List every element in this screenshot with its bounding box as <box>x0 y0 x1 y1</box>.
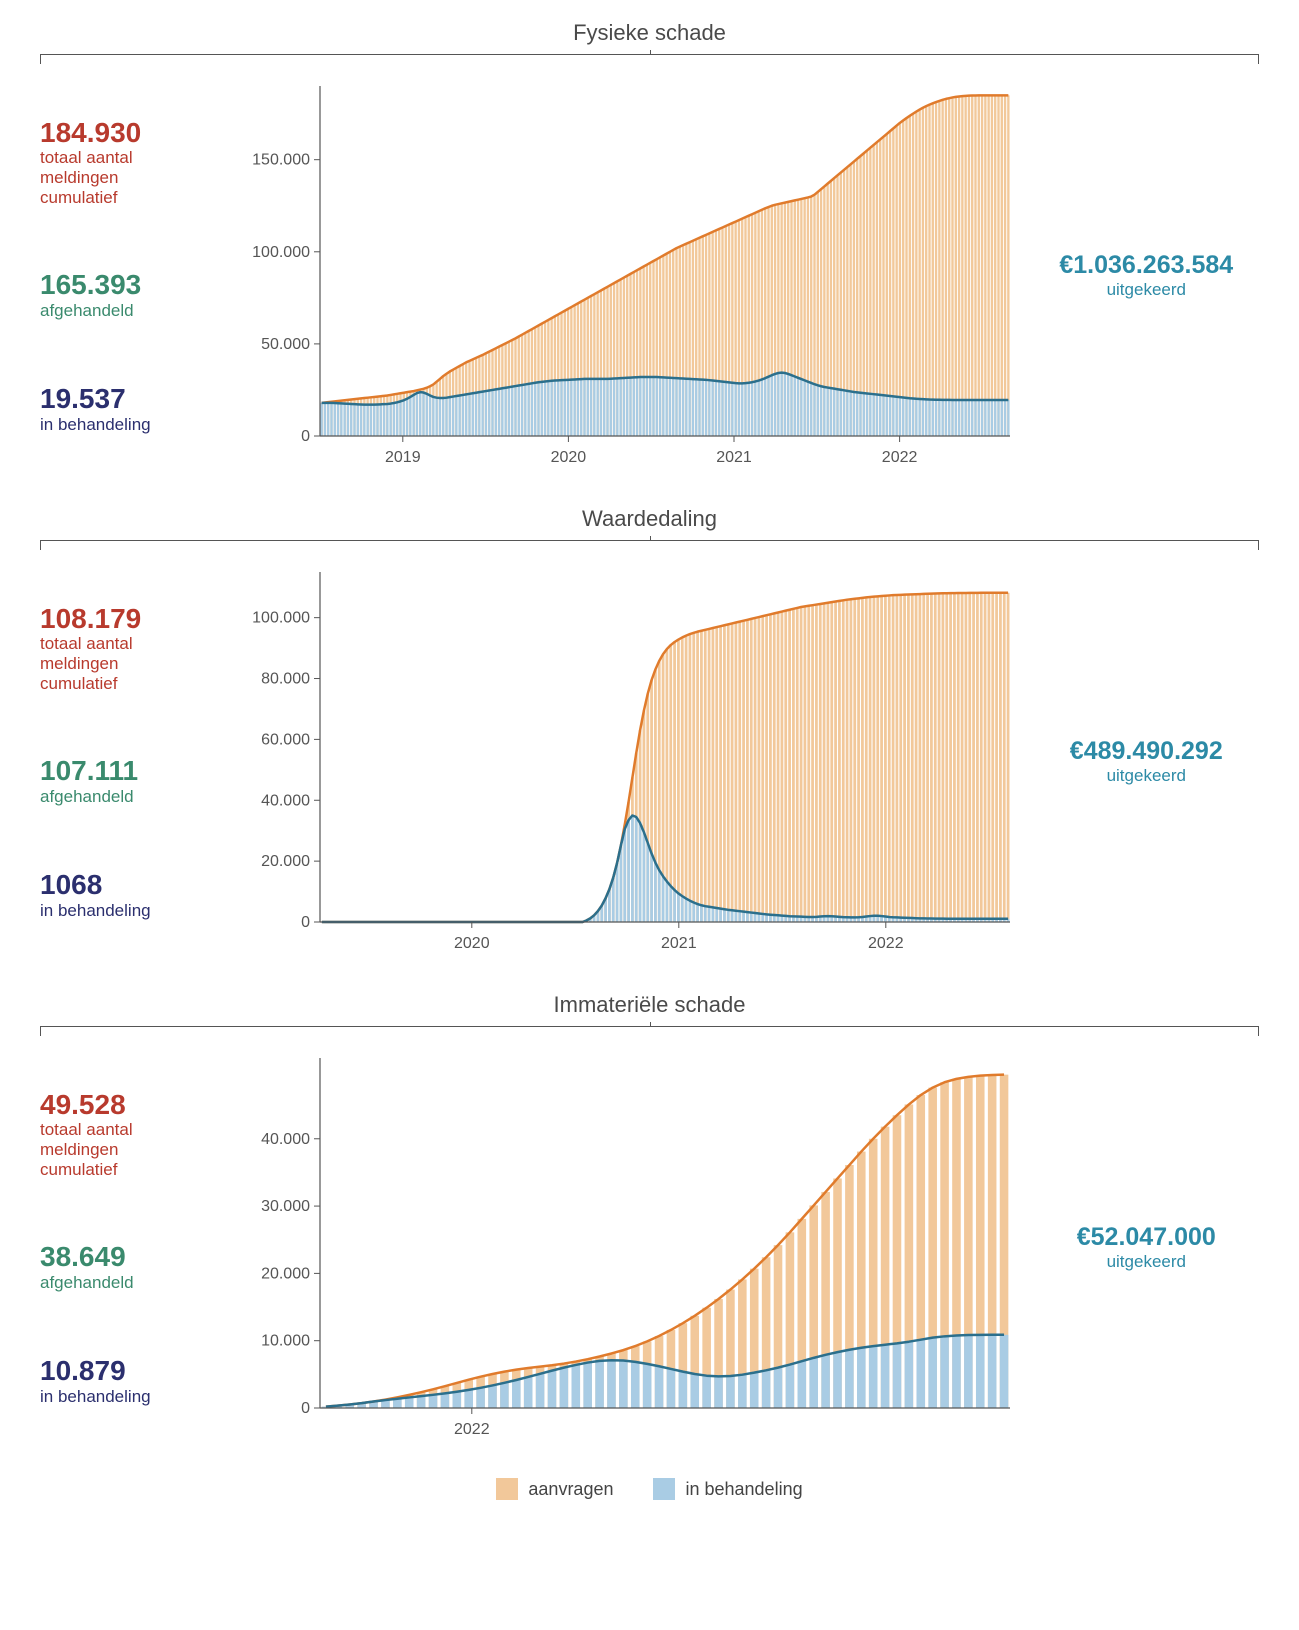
panel-body: 108.179totaal aantal meldingen cumulatie… <box>40 552 1259 972</box>
svg-text:2022: 2022 <box>881 449 917 466</box>
stat-totaal-value: 49.528 <box>40 1090 230 1121</box>
svg-text:0: 0 <box>301 428 310 445</box>
chart-fysiek: 0 50.000 100.000 150.000 2019 2020 2021 2022 <box>240 66 1020 486</box>
panel-waardedaling: Waardedaling 108.179totaal aantal melding… <box>40 506 1259 972</box>
legend-item-aanvragen: aanvragen <box>496 1478 613 1500</box>
chart-svg: 0 50.000 100.000 150.000 2019 2020 2021 2022 <box>240 66 1020 486</box>
svg-text:20.000: 20.000 <box>261 1265 310 1282</box>
stat-uitgekeerd-label: uitgekeerd <box>1034 280 1259 300</box>
stat-uitgekeerd: €489.490.292uitgekeerd <box>1020 738 1259 785</box>
stat-behandeling-label: in behandeling <box>40 415 230 435</box>
stat-afgehandeld: 165.393afgehandeld <box>40 270 230 320</box>
stat-afgehandeld: 107.111afgehandeld <box>40 756 230 806</box>
stat-uitgekeerd-value: €1.036.263.584 <box>1034 252 1259 280</box>
legend-label-aanvragen: aanvragen <box>528 1479 613 1500</box>
stat-afgehandeld-value: 107.111 <box>40 756 230 787</box>
stats-left: 184.930totaal aantal meldingen cumulatie… <box>40 86 240 466</box>
stat-totaal-value: 108.179 <box>40 604 230 635</box>
svg-text:2022: 2022 <box>454 1421 490 1438</box>
panel-title: Immateriële schade <box>40 992 1259 1018</box>
title-rule <box>40 54 1259 64</box>
stat-behandeling-value: 10.879 <box>40 1356 230 1387</box>
legend-swatch-aanvragen <box>496 1478 518 1500</box>
stat-uitgekeerd-label: uitgekeerd <box>1034 766 1259 786</box>
svg-text:40.000: 40.000 <box>261 792 310 809</box>
stat-behandeling-label: in behandeling <box>40 901 230 921</box>
svg-text:0: 0 <box>301 914 310 931</box>
svg-text:100.000: 100.000 <box>252 244 310 261</box>
chart-svg: 0 20.000 40.000 60.000 80.000 100.000 2020 2021… <box>240 552 1020 972</box>
svg-text:80.000: 80.000 <box>261 671 310 688</box>
stat-afgehandeld-label: afgehandeld <box>40 787 230 807</box>
legend-item-behandeling: in behandeling <box>653 1478 802 1500</box>
svg-text:50.000: 50.000 <box>261 336 310 353</box>
stats-left: 108.179totaal aantal meldingen cumulatie… <box>40 572 240 952</box>
title-rule <box>40 540 1259 550</box>
panel-body: 49.528totaal aantal meldingen cumulatief… <box>40 1038 1259 1458</box>
panel-fysiek: Fysieke schade 184.930totaal aantal meldi… <box>40 20 1259 486</box>
svg-text:0: 0 <box>301 1400 310 1417</box>
chart-legend: aanvragen in behandeling <box>40 1478 1259 1500</box>
stat-totaal-label: totaal aantal meldingen cumulatief <box>40 634 230 693</box>
svg-text:100.000: 100.000 <box>252 610 310 627</box>
svg-text:60.000: 60.000 <box>261 731 310 748</box>
panel-body: 184.930totaal aantal meldingen cumulatie… <box>40 66 1259 486</box>
stat-behandeling: 1068in behandeling <box>40 870 230 920</box>
stat-totaal: 49.528totaal aantal meldingen cumulatief <box>40 1090 230 1179</box>
stat-behandeling-value: 1068 <box>40 870 230 901</box>
panel-title: Waardedaling <box>40 506 1259 532</box>
chart-svg: 0 10.000 20.000 30.000 40.000 2022 <box>240 1038 1020 1458</box>
svg-text:20.000: 20.000 <box>261 853 310 870</box>
stat-totaal: 108.179totaal aantal meldingen cumulatie… <box>40 604 230 693</box>
stat-afgehandeld-label: afgehandeld <box>40 1273 230 1293</box>
svg-text:30.000: 30.000 <box>261 1198 310 1215</box>
svg-text:150.000: 150.000 <box>252 152 310 169</box>
stat-uitgekeerd-label: uitgekeerd <box>1034 1252 1259 1272</box>
svg-text:40.000: 40.000 <box>261 1131 310 1148</box>
panel-title: Fysieke schade <box>40 20 1259 46</box>
svg-text:2020: 2020 <box>550 449 586 466</box>
stat-afgehandeld-label: afgehandeld <box>40 301 230 321</box>
panel-immaterieel: Immateriële schade 49.528totaal aantal me… <box>40 992 1259 1458</box>
stat-totaal-value: 184.930 <box>40 118 230 149</box>
legend-swatch-behandeling <box>653 1478 675 1500</box>
stats-left: 49.528totaal aantal meldingen cumulatief… <box>40 1058 240 1438</box>
stat-totaal: 184.930totaal aantal meldingen cumulatie… <box>40 118 230 207</box>
stat-afgehandeld-value: 38.649 <box>40 1242 230 1273</box>
stat-afgehandeld-value: 165.393 <box>40 270 230 301</box>
chart-immaterieel: 0 10.000 20.000 30.000 40.000 2022 <box>240 1038 1020 1458</box>
svg-text:2022: 2022 <box>868 935 904 952</box>
stat-uitgekeerd-value: €52.047.000 <box>1034 1224 1259 1252</box>
stat-uitgekeerd-value: €489.490.292 <box>1034 738 1259 766</box>
svg-text:2020: 2020 <box>454 935 490 952</box>
chart-waardedaling: 0 20.000 40.000 60.000 80.000 100.000 2020 2021… <box>240 552 1020 972</box>
stat-behandeling: 19.537in behandeling <box>40 384 230 434</box>
stat-behandeling-value: 19.537 <box>40 384 230 415</box>
svg-text:2021: 2021 <box>716 449 752 466</box>
title-rule <box>40 1026 1259 1036</box>
stat-uitgekeerd: €52.047.000uitgekeerd <box>1020 1224 1259 1271</box>
stat-totaal-label: totaal aantal meldingen cumulatief <box>40 148 230 207</box>
svg-text:10.000: 10.000 <box>261 1333 310 1350</box>
stat-behandeling-label: in behandeling <box>40 1387 230 1407</box>
stat-totaal-label: totaal aantal meldingen cumulatief <box>40 1120 230 1179</box>
svg-text:2019: 2019 <box>385 449 421 466</box>
stat-behandeling: 10.879in behandeling <box>40 1356 230 1406</box>
legend-label-behandeling: in behandeling <box>685 1479 802 1500</box>
svg-text:2021: 2021 <box>661 935 697 952</box>
stat-afgehandeld: 38.649afgehandeld <box>40 1242 230 1292</box>
stat-uitgekeerd: €1.036.263.584uitgekeerd <box>1020 252 1259 299</box>
